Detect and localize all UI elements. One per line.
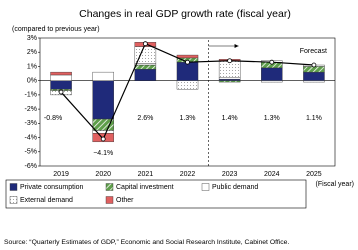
gdp-marker: [311, 62, 317, 68]
bar-segment: [303, 71, 325, 81]
bar-segment: [218, 79, 241, 81]
gdp-marker: [227, 58, 233, 64]
gdp-marker: [185, 59, 190, 65]
gdp-marker: [269, 59, 275, 65]
legend-label: External demand: [20, 197, 73, 204]
bar-segment: [303, 80, 325, 83]
legend-box: [5, 179, 307, 209]
chart-title: Changes in real GDP growth rate (fiscal …: [79, 8, 291, 20]
legend-swatch: [9, 196, 18, 204]
bar-segment: [50, 74, 72, 81]
y-tick-label: -1%: [25, 92, 37, 99]
x-tick-label: 2023: [222, 171, 238, 178]
annotation: Forecast: [300, 48, 327, 55]
x-axis-label: (Fiscal year): [315, 181, 354, 188]
forecast-arrowhead: [234, 44, 239, 48]
data-label: -0.8%: [44, 115, 62, 122]
data-label: 1.1%: [306, 115, 322, 122]
legend-label: Other: [116, 197, 134, 204]
bar-segment: [92, 118, 114, 131]
bar-segment: [261, 67, 283, 81]
y-tick-label: -3%: [25, 120, 37, 127]
bar-segment: [218, 80, 241, 83]
bar-segment: [218, 77, 241, 80]
legend-swatch: [9, 183, 18, 191]
data-label: 1.3%: [264, 115, 280, 122]
gdp-marker: [142, 41, 148, 47]
x-tick-label: 2019: [53, 171, 69, 178]
bar-segment: [50, 80, 72, 90]
bar-segment: [134, 69, 157, 81]
data-label: −4.1%: [93, 150, 113, 157]
bar-segment: [92, 71, 114, 81]
bar-segment: [176, 61, 199, 81]
data-label: 1.4%: [222, 115, 238, 122]
bar-segment: [134, 63, 157, 66]
bar-segment: [176, 54, 199, 59]
gdp-marker: [58, 89, 64, 95]
legend-swatch: [105, 196, 114, 204]
y-tick-label: 3%: [27, 35, 37, 42]
data-label: 1.3%: [180, 115, 196, 122]
source: Source: “Quarterly Estimates of GDP,” Ec…: [4, 239, 289, 246]
x-tick-label: 2020: [95, 171, 111, 178]
y-tick-label: 0%: [27, 78, 37, 85]
bar-segment: [134, 64, 157, 70]
y-tick-label: 2%: [27, 49, 37, 56]
x-tick-label: 2022: [180, 171, 196, 178]
y-tick-label: 1%: [27, 63, 37, 70]
legend-label: Public demand: [212, 184, 258, 191]
y-axis-label: (compared to previous year): [12, 26, 100, 33]
legend-label: Private consumption: [20, 184, 84, 191]
x-tick-label: 2024: [264, 171, 280, 178]
bar-segment: [50, 71, 72, 76]
legend-swatch: [105, 183, 114, 191]
legend-swatch: [201, 183, 210, 191]
gdp-marker: [100, 136, 106, 142]
bar-segment: [176, 80, 199, 90]
bar-segment: [218, 60, 241, 79]
plot-area: [39, 37, 336, 167]
y-tick-label: -6%: [25, 163, 37, 170]
legend-label: Capital investment: [116, 184, 174, 191]
bar-segment: [92, 80, 114, 120]
data-label: 2.6%: [137, 115, 153, 122]
y-tick-label: -2%: [25, 106, 37, 113]
x-tick-label: 2025: [306, 171, 322, 178]
x-tick-label: 2021: [138, 171, 154, 178]
bar-segment: [261, 80, 283, 83]
y-tick-label: -4%: [25, 134, 37, 141]
y-tick-label: -5%: [25, 149, 37, 156]
